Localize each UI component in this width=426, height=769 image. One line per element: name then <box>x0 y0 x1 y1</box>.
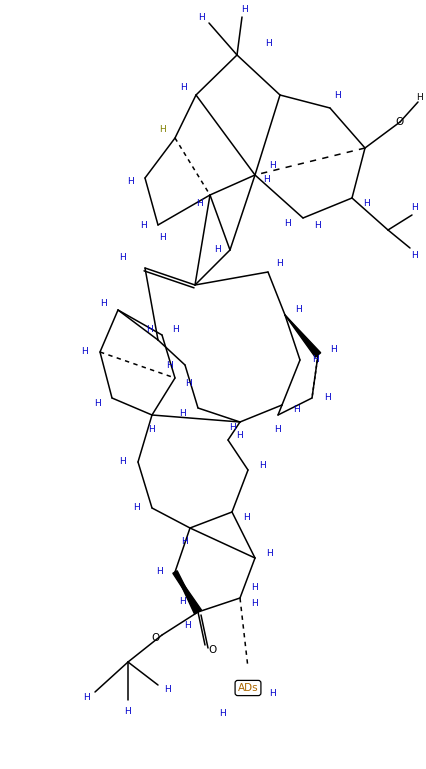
Text: H: H <box>181 538 188 547</box>
Text: H: H <box>265 38 272 48</box>
Text: H: H <box>159 125 166 135</box>
Text: H: H <box>284 218 291 228</box>
Text: H: H <box>148 424 155 434</box>
Text: H: H <box>156 568 163 577</box>
Text: H: H <box>411 251 417 259</box>
Text: H: H <box>185 378 192 388</box>
Polygon shape <box>173 571 198 612</box>
Text: H: H <box>95 398 101 408</box>
Text: H: H <box>184 621 191 631</box>
Text: H: H <box>251 584 258 592</box>
Text: H: H <box>295 305 302 315</box>
Text: H: H <box>416 94 423 102</box>
Text: O: O <box>395 117 403 127</box>
Text: H: H <box>411 204 417 212</box>
Text: H: H <box>266 548 273 558</box>
Text: ADs: ADs <box>237 683 258 693</box>
Text: H: H <box>241 5 248 14</box>
Text: H: H <box>251 598 258 608</box>
Text: H: H <box>274 424 281 434</box>
Text: H: H <box>101 299 107 308</box>
Text: H: H <box>312 355 319 365</box>
Text: H: H <box>119 458 126 467</box>
Text: H: H <box>166 361 173 369</box>
Text: H: H <box>127 177 134 185</box>
Text: H: H <box>276 259 283 268</box>
Text: H: H <box>243 512 250 521</box>
Text: H: H <box>214 245 221 255</box>
Polygon shape <box>175 572 201 614</box>
Text: H: H <box>124 707 131 717</box>
Text: H: H <box>259 461 266 470</box>
Text: H: H <box>293 405 299 414</box>
Text: H: H <box>179 598 186 607</box>
Text: H: H <box>159 232 166 241</box>
Text: H: H <box>229 424 236 432</box>
Text: H: H <box>263 175 270 185</box>
Text: H: H <box>81 348 88 357</box>
Text: H: H <box>172 325 179 335</box>
Text: H: H <box>330 345 337 355</box>
Text: H: H <box>324 394 331 402</box>
Text: H: H <box>236 431 243 441</box>
Text: H: H <box>269 688 276 697</box>
Text: H: H <box>314 221 321 231</box>
Text: O: O <box>208 645 216 655</box>
Text: H: H <box>219 708 226 717</box>
Text: H: H <box>179 408 186 418</box>
Text: H: H <box>140 221 147 229</box>
Text: H: H <box>269 161 276 169</box>
Text: H: H <box>146 325 153 335</box>
Text: H: H <box>196 198 203 208</box>
Text: H: H <box>334 92 340 101</box>
Text: H: H <box>133 504 140 512</box>
Text: O: O <box>152 633 160 643</box>
Text: H: H <box>83 693 90 701</box>
Polygon shape <box>284 315 320 358</box>
Text: H: H <box>363 198 369 208</box>
Text: H: H <box>180 82 187 92</box>
Text: H: H <box>198 12 205 22</box>
Text: H: H <box>119 254 126 262</box>
Text: H: H <box>164 685 171 694</box>
